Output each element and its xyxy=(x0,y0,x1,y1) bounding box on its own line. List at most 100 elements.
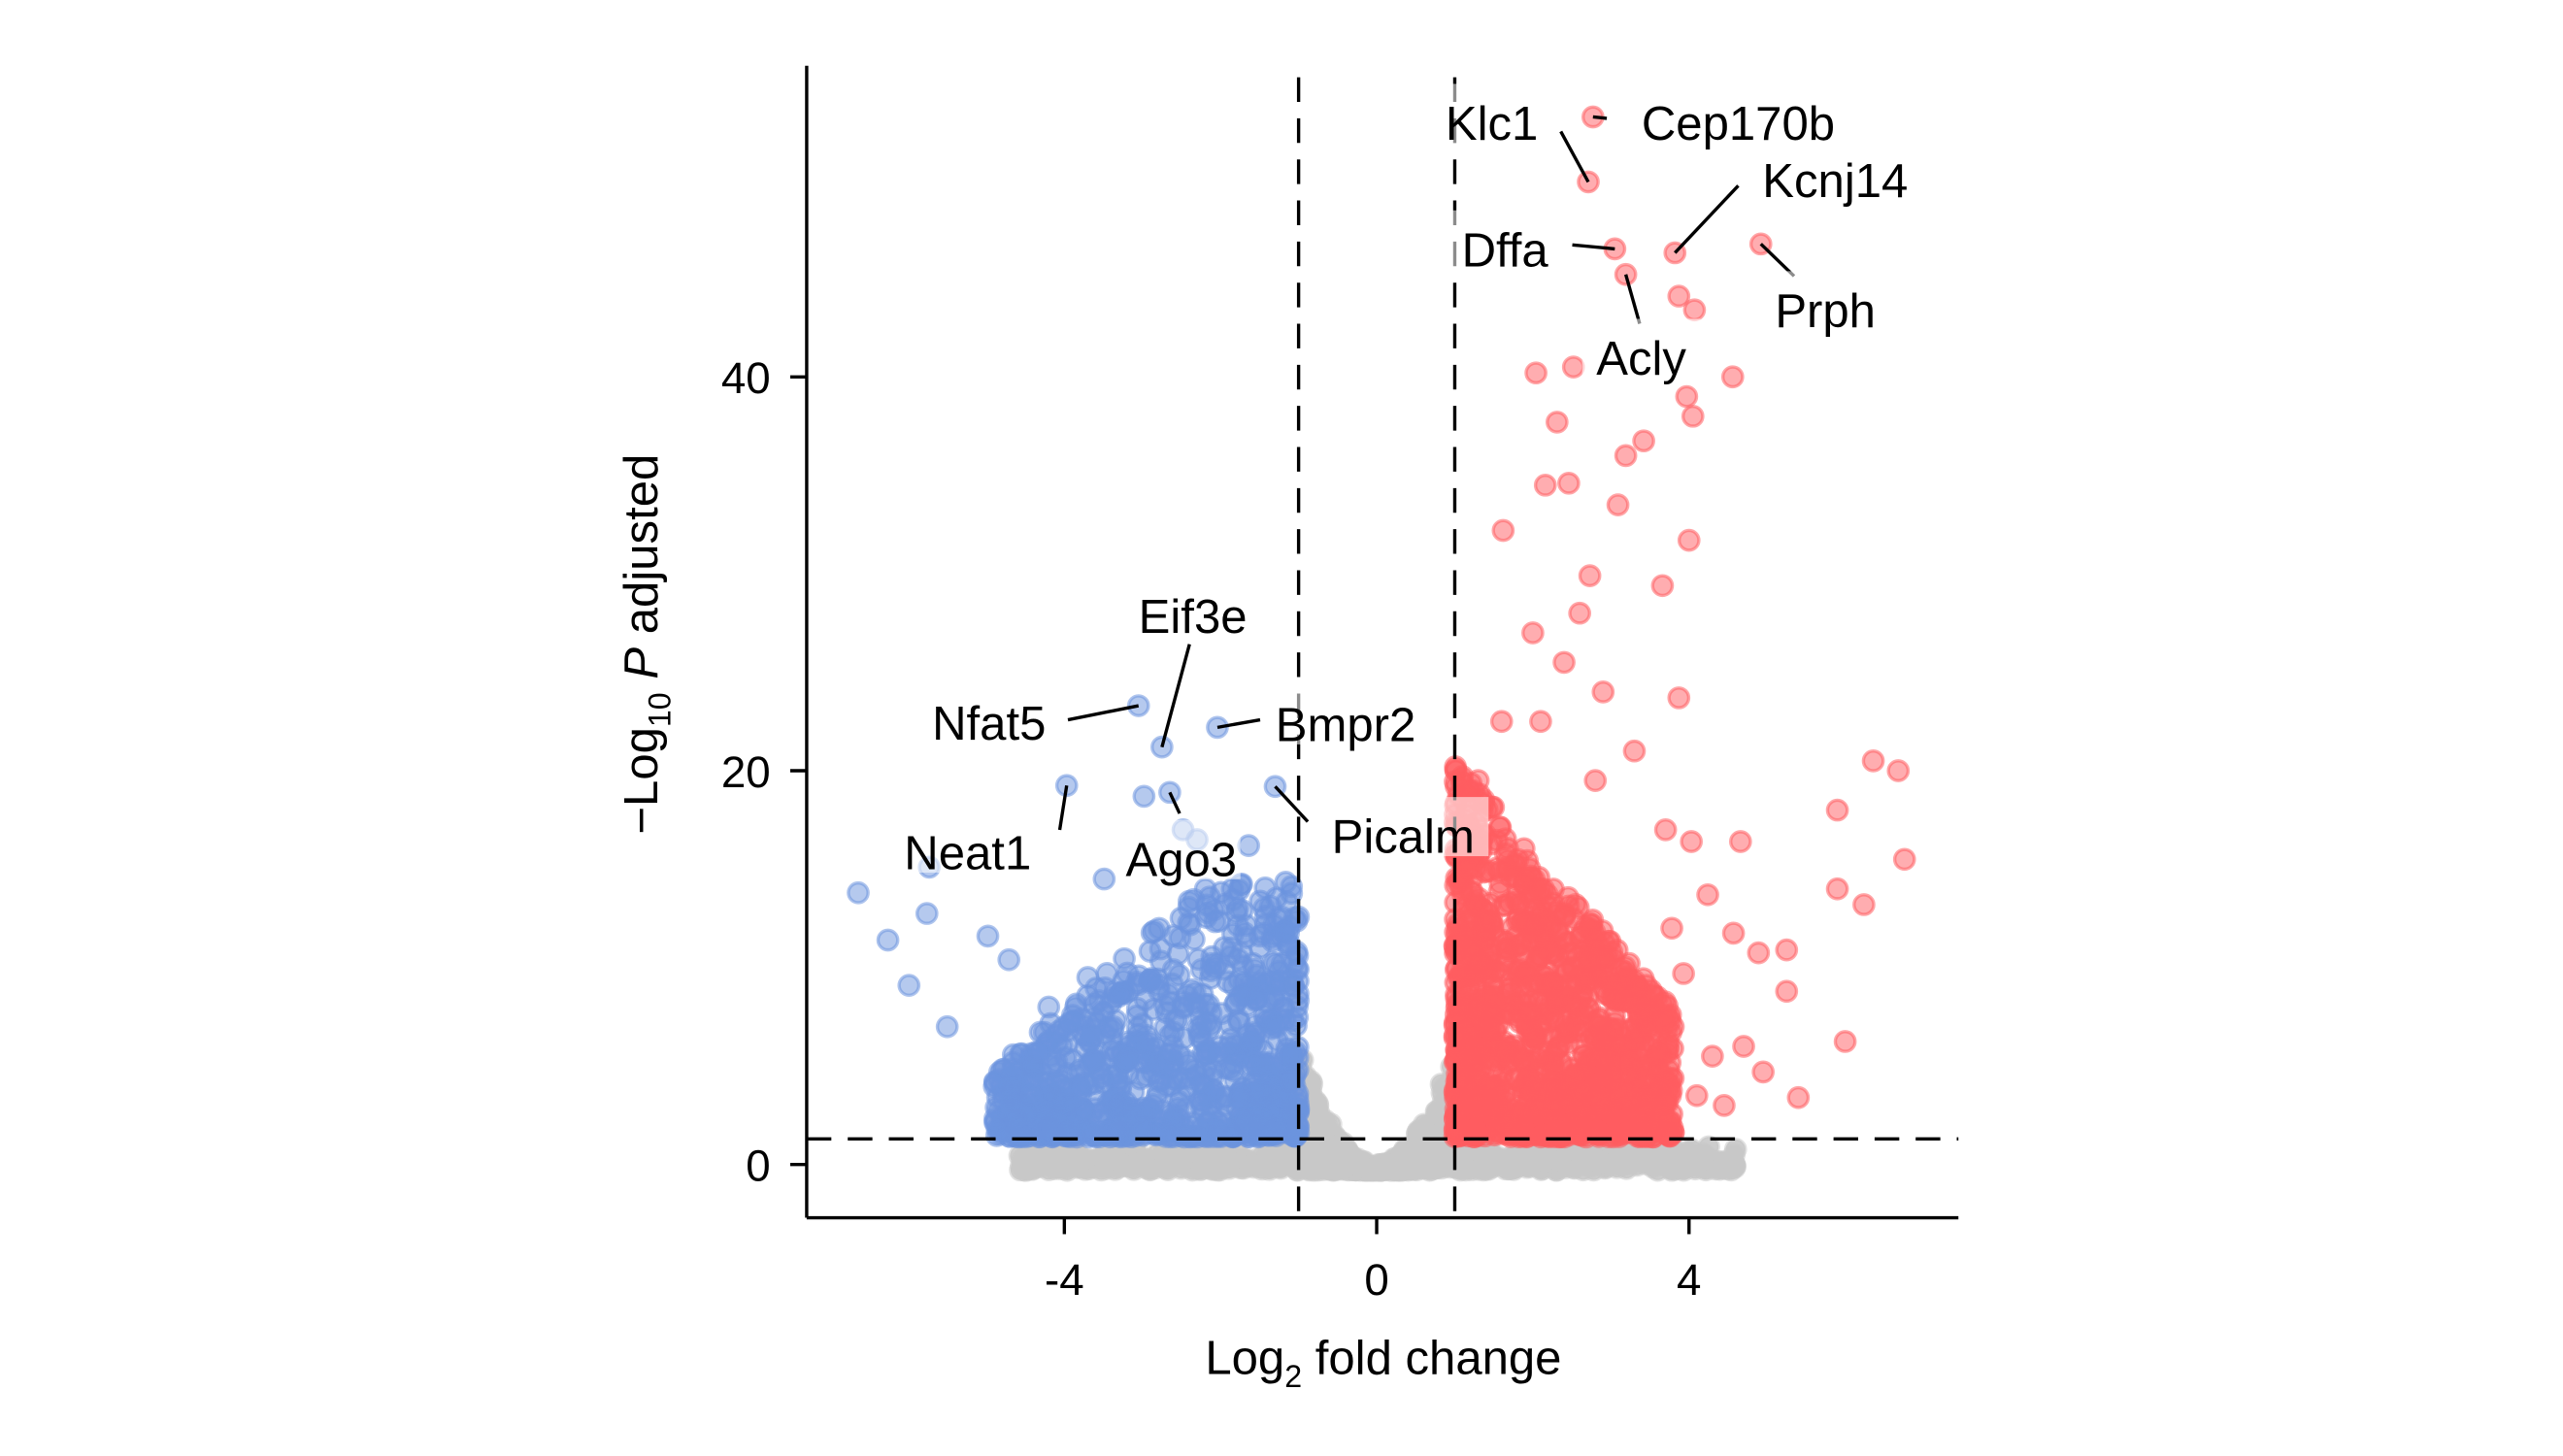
point-down xyxy=(1245,986,1269,1010)
point-up xyxy=(1713,1094,1736,1117)
label-background xyxy=(895,813,1041,873)
point-down xyxy=(1277,931,1301,955)
point-down xyxy=(1158,1042,1182,1066)
point-up xyxy=(1684,1083,1709,1108)
point-down xyxy=(1132,784,1156,809)
gene-label-acly: Acly xyxy=(1596,333,1686,385)
point-up xyxy=(1601,1104,1624,1128)
gene-label-dffa: Dffa xyxy=(1462,224,1549,277)
point-up xyxy=(1667,686,1691,710)
point-up xyxy=(1732,1035,1755,1058)
point-up xyxy=(1589,947,1614,971)
point-down xyxy=(1037,995,1061,1019)
point-down xyxy=(976,924,1000,948)
label-background xyxy=(1766,271,1885,331)
gene-label-nfat5: Nfat5 xyxy=(932,698,1046,750)
point-down xyxy=(1048,1073,1073,1097)
point-up xyxy=(1825,798,1849,822)
point-down xyxy=(1123,1103,1148,1126)
point-up xyxy=(1825,877,1849,901)
point-up xyxy=(1521,1031,1546,1055)
point-ns xyxy=(1138,1158,1162,1182)
point-up xyxy=(1833,1030,1857,1053)
point-down xyxy=(1001,1057,1025,1081)
point-up xyxy=(1861,749,1885,773)
point-down xyxy=(1237,834,1260,857)
point-ns xyxy=(1256,1155,1281,1179)
point-up xyxy=(1508,1010,1531,1034)
point-up xyxy=(1521,621,1545,645)
label-connector xyxy=(1674,184,1740,254)
point-up xyxy=(1751,1060,1776,1084)
point-up xyxy=(1533,473,1557,497)
point-up xyxy=(1775,938,1799,962)
point-down xyxy=(1112,969,1136,993)
label-background xyxy=(1120,577,1266,637)
label-connector xyxy=(1592,115,1608,120)
point-down xyxy=(1161,924,1185,947)
point-up xyxy=(1680,830,1704,853)
point-down xyxy=(1189,1093,1213,1117)
gene-label-picalm: Picalm xyxy=(1332,811,1475,864)
point-up xyxy=(1556,1032,1581,1055)
point-down xyxy=(1186,947,1211,972)
point-down xyxy=(897,974,921,997)
point-down xyxy=(1113,946,1136,971)
point-up xyxy=(1516,1086,1541,1110)
point-ns xyxy=(1363,1157,1386,1181)
label-background xyxy=(1317,797,1489,857)
point-ns xyxy=(1502,1158,1526,1181)
point-up xyxy=(1721,921,1746,945)
point-ns xyxy=(1571,1149,1594,1174)
point-down xyxy=(915,902,939,925)
point-up xyxy=(1591,679,1615,704)
point-ns xyxy=(1282,1153,1307,1176)
point-up xyxy=(1696,882,1719,907)
point-up xyxy=(1529,877,1552,901)
point-up xyxy=(1658,1109,1682,1134)
threshold-lines xyxy=(806,77,1959,1218)
point-up xyxy=(1720,365,1745,389)
point-ns xyxy=(1721,1155,1746,1179)
point-up xyxy=(1852,893,1876,916)
point-down xyxy=(1019,1083,1044,1107)
point-up xyxy=(1886,759,1911,782)
point-up xyxy=(1588,1006,1612,1030)
point-down xyxy=(1177,910,1201,935)
point-down xyxy=(1045,1023,1068,1047)
point-up xyxy=(1500,915,1524,940)
point-up xyxy=(1641,982,1665,1007)
point-up xyxy=(1540,1061,1564,1084)
point-up xyxy=(1667,284,1691,308)
point-ns xyxy=(1054,1151,1079,1175)
point-up xyxy=(1493,842,1517,866)
point-down xyxy=(1206,951,1230,976)
point-ns xyxy=(1319,1112,1343,1137)
points-not-significant xyxy=(1008,1048,1748,1182)
point-up xyxy=(1529,1125,1552,1149)
label-connector xyxy=(1559,130,1590,183)
gene-label-ago3: Ago3 xyxy=(1125,834,1237,886)
point-up xyxy=(1479,1017,1502,1041)
point-up xyxy=(1682,298,1707,322)
point-down xyxy=(1227,1010,1251,1035)
point-ns xyxy=(1536,1146,1560,1171)
point-up xyxy=(1498,864,1522,888)
label-connector xyxy=(1160,644,1191,748)
point-down xyxy=(1274,871,1298,894)
point-up xyxy=(1545,411,1569,434)
point-up xyxy=(1478,1073,1502,1096)
point-up xyxy=(1677,528,1701,552)
point-down xyxy=(1073,1101,1096,1125)
point-ns xyxy=(1009,1158,1032,1182)
point-up xyxy=(1651,1013,1676,1037)
point-down xyxy=(1079,1023,1103,1047)
point-down xyxy=(1125,997,1149,1020)
point-down xyxy=(1035,1100,1059,1124)
point-up xyxy=(1681,404,1705,428)
point-down xyxy=(1082,1050,1107,1074)
point-down xyxy=(1135,1051,1159,1075)
points-downregulated xyxy=(847,694,1311,1149)
point-up xyxy=(1622,1109,1647,1134)
